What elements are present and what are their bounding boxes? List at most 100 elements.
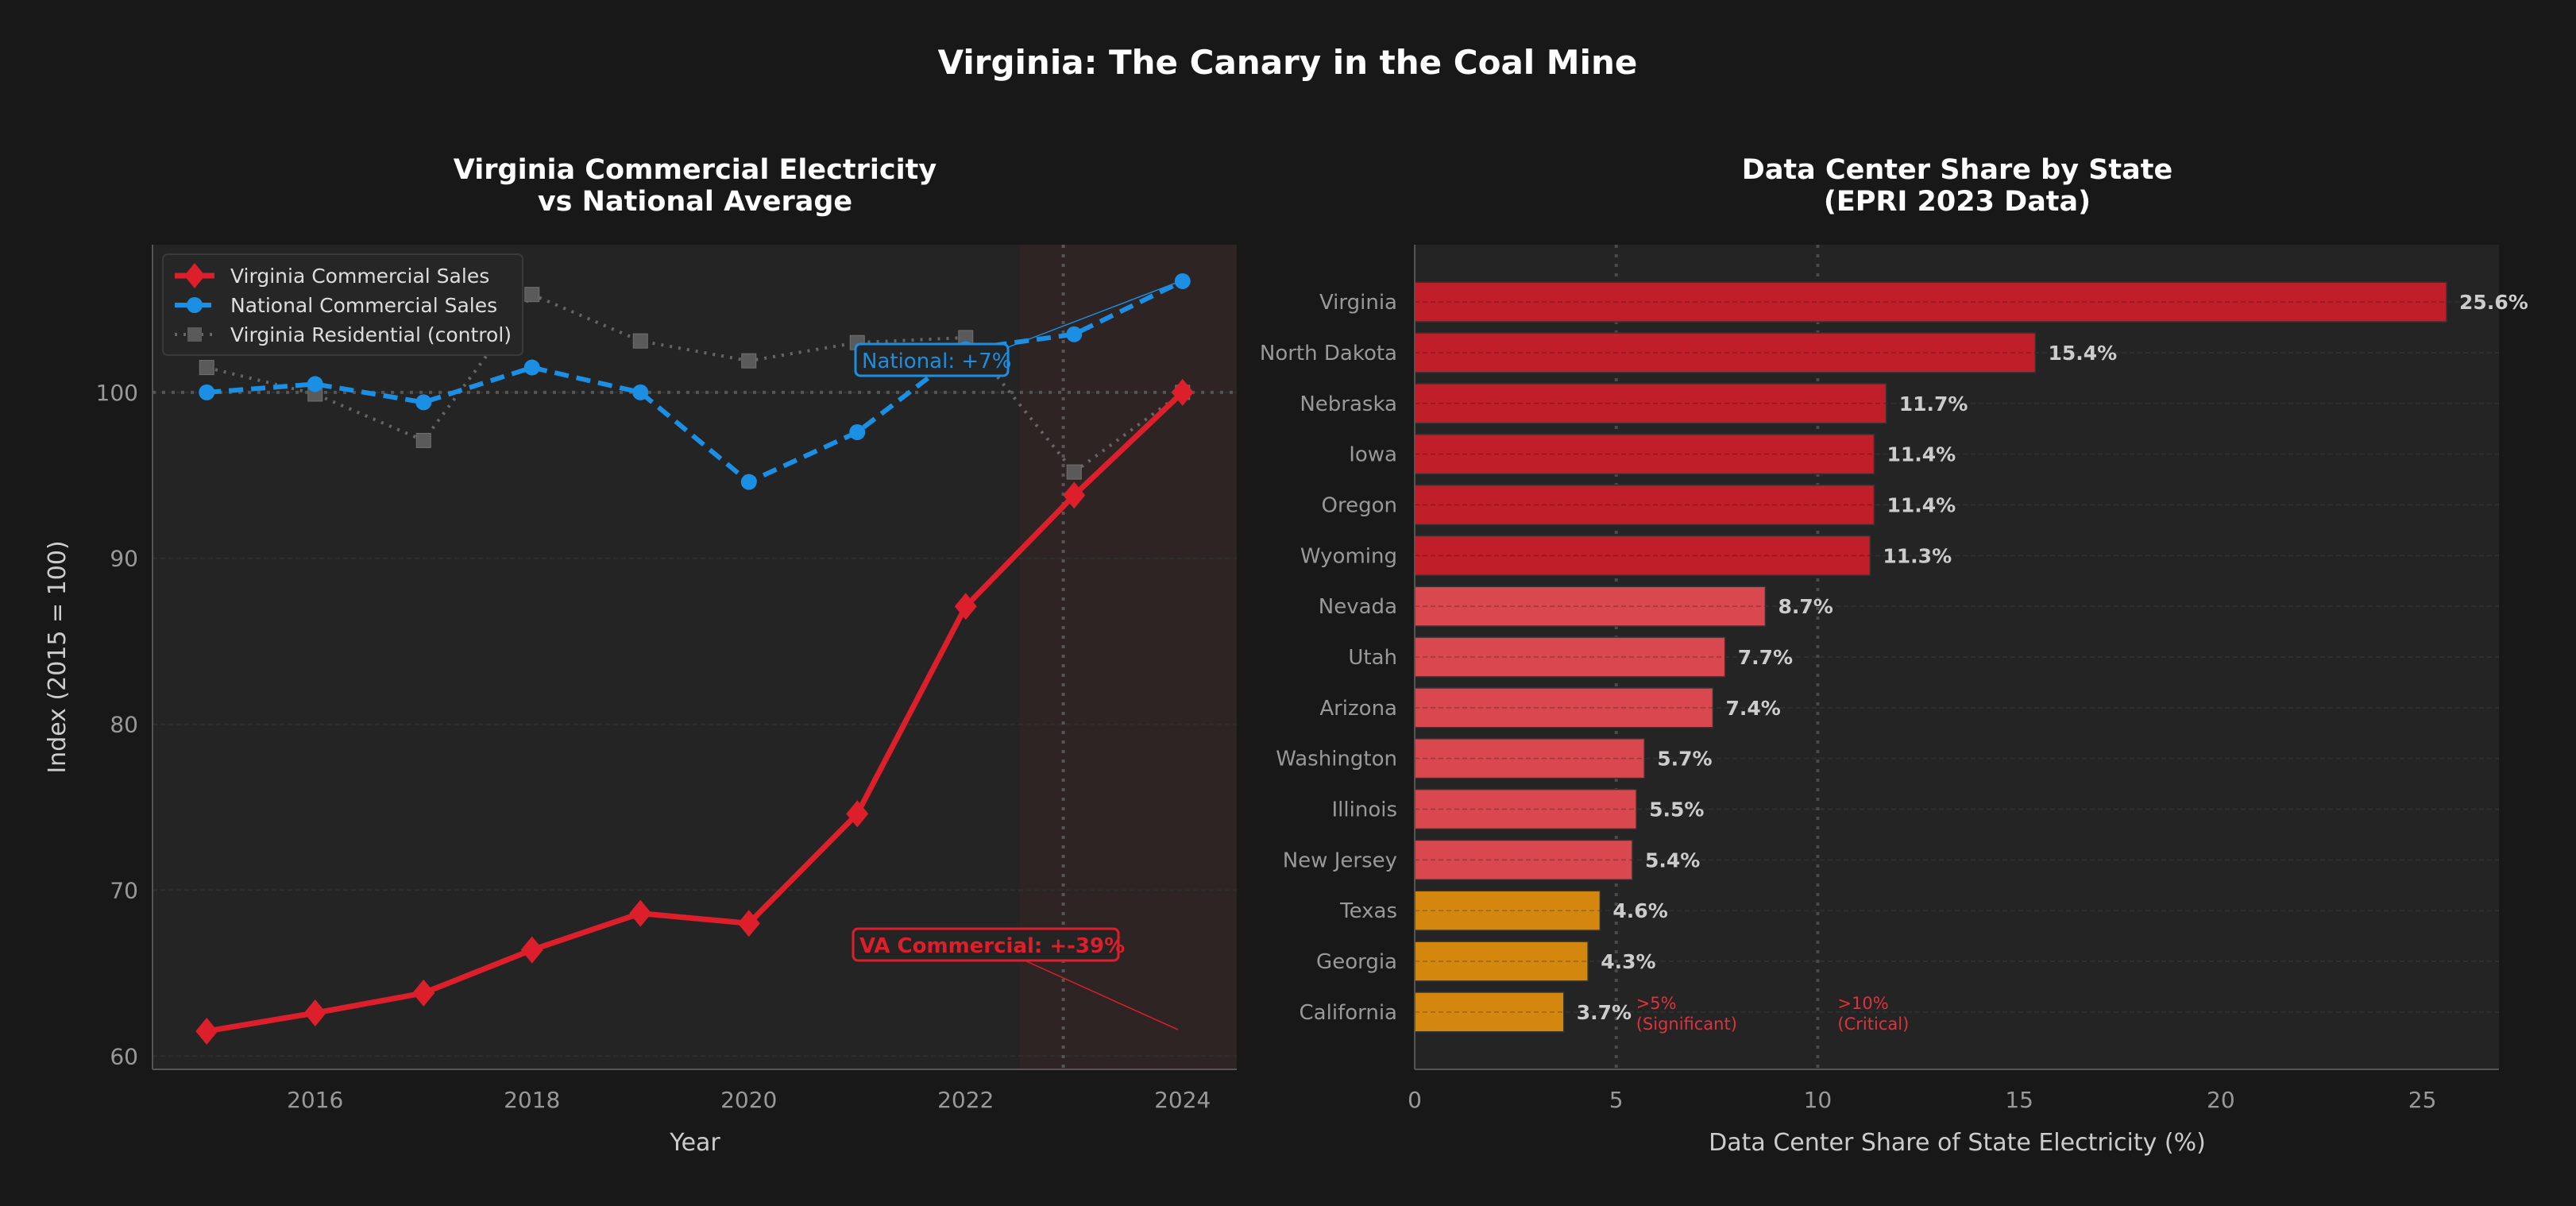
national-annotation-box — [854, 342, 1010, 377]
x-tick-label: 2020 — [720, 1087, 777, 1113]
threshold-label: (Significant) — [1636, 1015, 1737, 1034]
bar-utah — [1414, 636, 1726, 678]
bar-oregon — [1414, 484, 1875, 526]
legend-circle-icon — [187, 297, 203, 313]
bar-virginia — [1414, 281, 2447, 323]
x-tick-label: 10 — [1804, 1087, 1833, 1113]
y-tick-label: 100 — [96, 380, 138, 406]
threshold-label: (Critical) — [1837, 1015, 1909, 1034]
va-commercial-point — [629, 899, 652, 927]
residential-point — [199, 360, 214, 376]
y-tick-label: 80 — [110, 712, 138, 738]
va-annotation-box — [852, 927, 1120, 962]
series-line — [207, 279, 1184, 485]
value-label: 11.3% — [1883, 544, 1952, 567]
category-label: California — [1300, 1001, 1397, 1025]
national-point — [849, 424, 866, 441]
threshold-label: >5% — [1636, 994, 1677, 1013]
x-tick-label: 15 — [2005, 1087, 2033, 1113]
legend-label: Virginia Commercial Sales — [230, 265, 489, 288]
value-label: 7.7% — [1738, 646, 1793, 669]
line-chart: Virginia Commercial Electricity vs Natio… — [44, 154, 1237, 1157]
bar-chart-title-1: Data Center Share by State — [1742, 154, 2172, 186]
bar-chart-xlabel: Data Center Share of State Electricity (… — [1709, 1129, 2206, 1157]
value-label: 4.3% — [1601, 950, 1655, 973]
series-line — [206, 292, 1184, 474]
value-label: 3.7% — [1577, 1001, 1632, 1024]
category-label: Nebraska — [1300, 392, 1397, 416]
national-point — [1174, 273, 1191, 289]
value-label: 7.4% — [1726, 697, 1781, 720]
bar-california — [1414, 991, 1565, 1033]
national-point — [1066, 326, 1083, 342]
x-tick-label: 2022 — [937, 1087, 994, 1113]
y-tick-label: 70 — [110, 877, 138, 903]
value-label: 11.4% — [1887, 493, 1956, 516]
national-point — [199, 384, 215, 400]
value-label: 8.7% — [1778, 595, 1833, 618]
line-chart-ylabel: Index (2015 = 100) — [44, 540, 71, 773]
suptitle: Virginia: The Canary in the Coal Mine — [938, 43, 1638, 82]
bar-wyoming — [1414, 535, 1871, 576]
bar-arizona — [1414, 687, 1714, 729]
x-tick-label: 2018 — [504, 1087, 560, 1113]
bar-chart-title-2: (EPRI 2023 Data) — [1824, 186, 2091, 218]
x-tick-label: 20 — [2207, 1087, 2235, 1113]
va-commercial-point — [954, 593, 977, 620]
va-commercial-point — [1171, 378, 1194, 406]
category-label: Iowa — [1349, 443, 1397, 467]
national-point — [415, 394, 432, 411]
bar-north-dakota — [1414, 332, 2037, 373]
x-tick-label: 5 — [1609, 1087, 1624, 1113]
legend-diamond-icon — [184, 263, 205, 288]
bar-nebraska — [1414, 383, 1887, 424]
bar-georgia — [1414, 941, 1589, 982]
va-commercial-point — [412, 979, 435, 1007]
value-label: 11.7% — [1899, 392, 1968, 416]
y-tick-label: 90 — [110, 546, 138, 572]
legend-box — [162, 253, 523, 356]
residential-point — [1066, 464, 1082, 480]
national-annotation: National: +7% — [862, 350, 1011, 373]
bar-washington — [1414, 738, 1645, 779]
value-label: 5.7% — [1657, 748, 1712, 771]
series-line — [206, 390, 1185, 1034]
category-label: Illinois — [1332, 798, 1398, 822]
y-tick-label: 60 — [110, 1043, 138, 1069]
national-annotation-arrow — [1007, 282, 1177, 348]
va-commercial-point — [1063, 481, 1086, 509]
legend-label: Virginia Residential (control) — [230, 323, 512, 346]
va-commercial-point — [195, 1017, 218, 1045]
legend-label: National Commercial Sales — [230, 294, 497, 317]
va-commercial-point — [846, 800, 869, 828]
category-label: Oregon — [1322, 493, 1397, 517]
residential-point — [741, 353, 757, 369]
category-label: Virginia — [1319, 291, 1397, 315]
category-label: Washington — [1276, 748, 1397, 771]
value-label: 11.4% — [1887, 443, 1956, 466]
x-tick-label: 0 — [1408, 1087, 1422, 1113]
bar-iowa — [1414, 434, 1875, 475]
line-chart-title-2: vs National Average — [538, 186, 852, 218]
category-label: Wyoming — [1300, 544, 1397, 568]
category-label: North Dakota — [1260, 342, 1397, 365]
bar-chart: Data Center Share by State (EPRI 2023 Da… — [1260, 154, 2528, 1157]
va-annotation: VA Commercial: +-39% — [859, 934, 1125, 958]
x-tick-label: 2016 — [287, 1087, 343, 1113]
va-annotation-arrow — [1024, 960, 1179, 1030]
x-tick-label: 25 — [2408, 1087, 2437, 1113]
legend-square-icon — [187, 327, 202, 342]
value-label: 25.6% — [2459, 291, 2528, 314]
residential-point — [415, 432, 431, 448]
residential-point — [632, 333, 648, 349]
category-label: Georgia — [1316, 950, 1397, 974]
x-tick-label: 2024 — [1154, 1087, 1211, 1113]
line-chart-xlabel: Year — [669, 1129, 720, 1157]
category-label: Nevada — [1319, 595, 1397, 619]
bar-nevada — [1414, 586, 1767, 627]
value-label: 4.6% — [1612, 899, 1667, 922]
legend: Virginia Commercial Sales National Commer… — [162, 253, 523, 356]
national-point — [740, 474, 757, 490]
category-label: Arizona — [1319, 697, 1397, 721]
